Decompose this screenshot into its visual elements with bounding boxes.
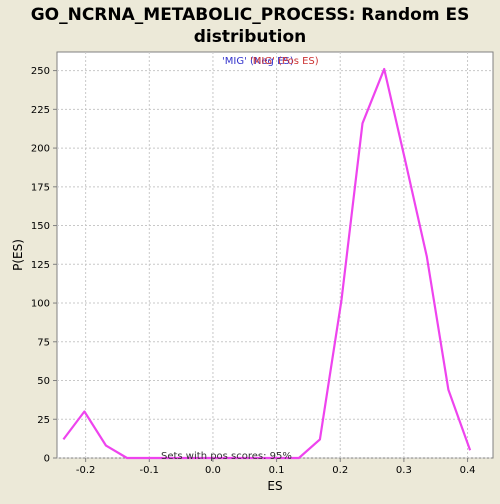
density-series-line — [62, 67, 472, 460]
axes: -0.2 -0.1 0.0 0.1 0.2 0.3 0.4 0 25 50 75 100 125 150 1… — [31, 66, 476, 476]
y-tick-label: 175 — [31, 182, 50, 193]
x-tick-label: -0.2 — [76, 465, 96, 476]
y-tick-label: 0 — [44, 454, 50, 465]
y-tick-label: 25 — [37, 415, 50, 426]
y-tick-label: 200 — [31, 144, 50, 155]
y-tick-label: 100 — [31, 299, 50, 310]
x-tick-label: -0.1 — [140, 465, 160, 476]
y-tick-label: 125 — [31, 260, 50, 271]
x-tick-label: 0.4 — [460, 465, 476, 476]
gridlines — [57, 52, 493, 459]
x-tick-label: 0.0 — [205, 465, 221, 476]
chart-title-line-2: distribution — [194, 27, 306, 47]
x-tick-label: 0.2 — [332, 465, 348, 476]
chart-title-line-1: GO_NCRNA_METABOLIC_PROCESS: Random ES — [31, 5, 470, 25]
series-layer — [62, 67, 472, 460]
y-axis-label: P(ES) — [11, 239, 25, 271]
legend-pos-es: 'MIG' (Pos ES) — [250, 56, 319, 67]
x-axis-label: ES — [267, 479, 282, 493]
y-tick-label: 75 — [37, 337, 50, 348]
x-tick-label: 0.3 — [396, 465, 412, 476]
y-tick-label: 225 — [31, 105, 50, 116]
plot-area — [56, 51, 494, 459]
x-tick-label: 0.1 — [269, 465, 285, 476]
y-tick-label: 250 — [31, 66, 50, 77]
legend-neg-es: 'MIG' (Neg ES) — [222, 56, 294, 67]
y-tick-label: 150 — [31, 221, 50, 232]
pos-scores-annotation: Sets with pos scores: 95% — [161, 451, 292, 462]
y-tick-label: 50 — [37, 376, 50, 387]
